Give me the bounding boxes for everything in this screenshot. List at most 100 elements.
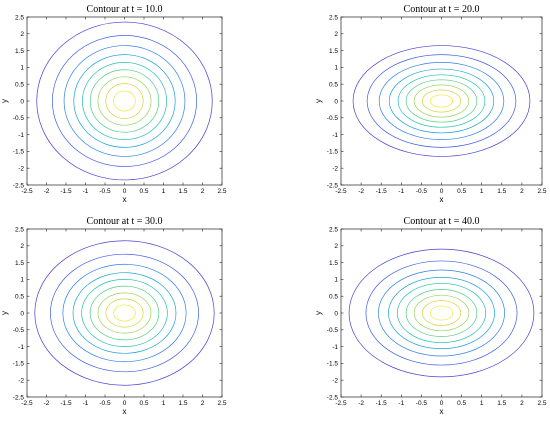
y-tick-label: 0: [334, 98, 338, 105]
y-tick-label: -1.5: [327, 149, 339, 156]
x-tick-label: 1.5: [497, 400, 506, 407]
y-tick-label: -2: [332, 166, 338, 173]
y-tick-label: -0.5: [13, 327, 25, 334]
y-tick-label: -0.5: [327, 327, 339, 334]
y-axis-label: y: [0, 99, 9, 103]
x-tick-label: 1: [162, 400, 166, 407]
y-tick-label: -1.5: [13, 149, 25, 156]
x-tick-label: -0.5: [99, 400, 111, 407]
y-tick-label: -1: [18, 132, 24, 139]
contour-line-2: [365, 260, 518, 366]
y-tick-label: 0: [334, 310, 338, 317]
chart-title: Contour at t = 30.0: [87, 216, 163, 227]
y-tick-label: 1.5: [15, 260, 24, 267]
contour-line-1: [36, 21, 213, 181]
contour-line-8: [105, 298, 144, 328]
y-axis-label: y: [0, 311, 9, 315]
y-tick-label: -2.5: [327, 182, 339, 189]
y-tick-label: 2.5: [329, 226, 338, 233]
x-tick-label: -0.5: [416, 188, 428, 195]
contour-line-1: [34, 240, 215, 386]
contour-line-8: [421, 89, 462, 113]
x-tick-label: -1: [83, 188, 89, 195]
y-tick-label: 1: [334, 65, 338, 72]
x-tick-label: 2: [520, 188, 524, 195]
contour-line-3: [62, 263, 187, 363]
x-tick-label: 2: [201, 400, 205, 407]
contour-line-1: [352, 45, 531, 157]
contour-line-6: [89, 285, 160, 341]
x-tick-label: 2.5: [217, 188, 226, 195]
x-tick-label: 0: [440, 400, 444, 407]
contour-line-6: [89, 69, 160, 133]
contour-line-5: [81, 279, 168, 347]
x-tick-label: -2: [44, 400, 50, 407]
x-axis-label: x: [123, 407, 127, 416]
y-tick-label: 2: [20, 31, 24, 38]
y-tick-label: 0.5: [329, 82, 338, 89]
chart-title: Contour at t = 10.0: [87, 4, 163, 15]
y-tick-label: 2.5: [15, 14, 24, 21]
contour-line-2: [50, 253, 199, 373]
y-tick-label: -2: [18, 166, 24, 173]
contour-line-5: [82, 62, 167, 140]
contour-line-9: [113, 304, 136, 322]
y-tick-label: 0: [20, 98, 24, 105]
y-tick-label: 2: [334, 31, 338, 38]
x-tick-label: 2: [201, 188, 205, 195]
contour-line-4: [73, 54, 176, 148]
x-tick-label: 1: [162, 188, 166, 195]
y-tick-label: 2.5: [15, 226, 24, 233]
contour-line-9: [113, 90, 136, 112]
x-axis-label: x: [123, 195, 127, 204]
y-tick-label: -0.5: [13, 115, 25, 122]
subplot-4: -2.5 -2 -1.5 -1 -0.5 0 0.5 1 1.5 2 2.5 -2.5 -2 -1.5 -1…: [314, 216, 547, 416]
contour-line-5: [397, 74, 486, 128]
x-tick-label: 1.5: [178, 400, 187, 407]
y-tick-label: 1.5: [329, 260, 338, 267]
y-tick-label: 0.5: [15, 82, 24, 89]
y-tick-label: 2: [334, 243, 338, 250]
y-tick-label: 2.5: [329, 14, 338, 21]
y-tick-label: -1: [332, 344, 338, 351]
x-tick-label: 2: [520, 400, 524, 407]
contour-line-6: [405, 79, 478, 123]
x-tick-label: -2.5: [335, 188, 347, 195]
y-tick-label: 0.5: [15, 294, 24, 301]
x-tick-label: -1.5: [376, 188, 388, 195]
y-tick-label: 2: [20, 243, 24, 250]
contour-line-9: [429, 305, 454, 321]
x-tick-label: 1: [480, 188, 484, 195]
contour-line-6: [405, 289, 478, 337]
contour-line-7: [97, 292, 152, 334]
y-tick-label: -2.5: [13, 182, 25, 189]
x-tick-label: -2: [44, 188, 50, 195]
plot-frame: [340, 16, 543, 186]
y-tick-label: 1.5: [329, 48, 338, 55]
x-tick-label: -1: [398, 188, 404, 195]
plot-frame: [26, 16, 223, 186]
subplot-3: -2.5 -2 -1.5 -1 -0.5 0 0.5 1 1.5 2 2.5 -2.5 -2 -1.5 -1…: [0, 216, 227, 416]
subplot-1: -2.5 -2 -1.5 -1 -0.5 0 0.5 1 1.5 2 2.5 -2.5 -2 -1.5 -1…: [0, 4, 227, 204]
chart-title: Contour at t = 20.0: [404, 4, 480, 15]
x-tick-label: -1: [398, 400, 404, 407]
x-tick-label: -2.5: [21, 188, 33, 195]
x-axis-label: x: [440, 407, 444, 416]
x-axis-label: x: [440, 195, 444, 204]
contour-line-2: [51, 35, 198, 167]
x-tick-label: 0.5: [457, 400, 466, 407]
subplot-2: -2.5 -2 -1.5 -1 -0.5 0 0.5 1 1.5 2 2.5 -2.5 -2 -1.5 -1…: [314, 4, 547, 204]
y-tick-label: -0.5: [327, 115, 339, 122]
x-tick-label: 0.5: [139, 188, 148, 195]
contour-line-9: [429, 94, 454, 108]
y-tick-label: 0: [20, 310, 24, 317]
contour-line-7: [413, 84, 470, 118]
y-tick-label: -1.5: [327, 361, 339, 368]
x-tick-label: 1.5: [497, 188, 506, 195]
x-tick-label: -2.5: [335, 400, 347, 407]
y-axis-label: y: [314, 99, 323, 103]
x-tick-label: 1: [480, 400, 484, 407]
x-tick-label: 0: [123, 188, 127, 195]
x-tick-label: -1.5: [376, 400, 388, 407]
